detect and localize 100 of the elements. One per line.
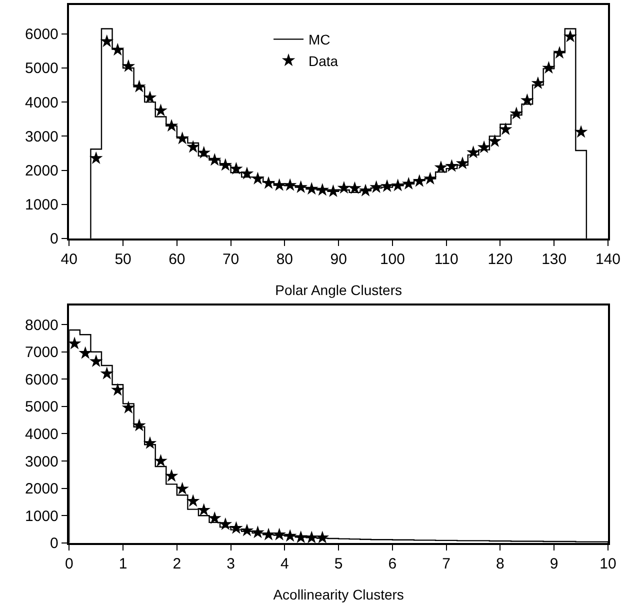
point [272,178,286,191]
point [337,180,351,194]
point [402,176,416,190]
x-tick-label: 4 [280,556,289,573]
point [164,118,178,132]
point [251,526,264,538]
x-axis-title: Polar Angle Clusters [275,282,402,298]
point [370,180,383,193]
point [186,140,200,153]
point [316,530,330,543]
point [122,59,136,72]
point [78,346,92,359]
point [424,172,437,184]
legend-label: Data [308,52,338,69]
x-tick-label: 90 [330,251,347,268]
y-tick-label: 5000 [25,60,58,78]
point [230,521,243,534]
point [542,60,556,74]
x-tick-label: 1 [118,556,128,573]
point [412,174,426,187]
point [380,179,394,192]
x-tick-label: 10 [600,556,616,573]
point [197,146,211,159]
x-tick-label: 100 [380,251,405,268]
point [477,140,491,154]
point [122,400,136,414]
y-tick-label: 1000 [25,196,58,214]
y-tick-label: 2000 [25,480,58,498]
x-tick-label: 140 [595,251,621,268]
x-tick-label: 60 [168,251,186,268]
point [218,158,232,171]
point [294,530,308,543]
point [100,34,114,48]
point [176,132,189,144]
point [283,178,297,191]
point [110,383,124,396]
x-tick-label: 40 [60,251,78,268]
point [510,106,524,120]
legend-label: MC [308,32,330,48]
point [552,46,566,59]
point [304,182,318,195]
point [100,366,114,380]
point [164,469,178,482]
x-tick-label: 5 [334,556,343,573]
point [89,354,103,368]
point [230,162,243,175]
point [434,160,448,174]
point [304,530,318,543]
point [520,93,534,106]
point [488,134,502,147]
y-tick-label: 8000 [25,316,58,334]
x-tick-label: 7 [442,556,451,573]
point [240,166,254,180]
y-tick-label: 6000 [25,371,58,388]
point [208,153,222,166]
point [218,517,232,530]
y-tick-label: 3000 [25,453,58,470]
point [176,482,189,495]
point [143,436,157,449]
point [69,336,82,350]
x-tick-label: 6 [388,556,397,573]
point [240,524,254,536]
point [262,528,276,540]
x-tick-label: 130 [542,251,567,268]
point [143,90,157,104]
x-tick-label: 120 [488,251,513,268]
point [391,178,405,192]
point [531,76,545,89]
y-tick-label: 4000 [25,94,58,112]
point [251,172,264,184]
point [564,30,577,42]
x-tick-label: 50 [114,251,132,268]
point [456,156,470,170]
x-tick-label: 9 [550,556,558,573]
point [498,122,512,136]
x-tick-label: 8 [496,556,504,573]
point [132,418,146,432]
point [445,159,458,172]
y-tick-label: 1000 [25,508,58,525]
y-tick-label: 3000 [25,128,58,146]
point [358,184,372,196]
point [272,528,286,540]
y-tick-label: 5000 [25,398,58,416]
point [574,125,588,138]
point [466,146,480,158]
point [132,80,146,92]
point [154,454,168,467]
y-tick-label: 4000 [25,426,58,443]
y-tick-label: 0 [50,535,58,552]
point [283,529,297,542]
point [316,183,330,196]
x-tick-label: 80 [276,251,294,268]
point [326,184,340,198]
point [294,180,308,193]
point [208,511,222,524]
x-tick-label: 110 [434,251,458,268]
point [186,494,200,507]
point [348,181,362,194]
point [197,503,211,516]
y-tick-label: 0 [50,230,58,248]
